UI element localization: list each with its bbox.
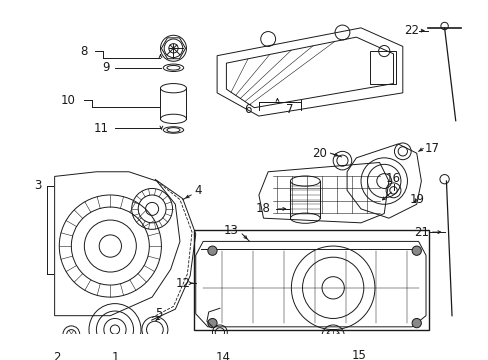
- Bar: [194, 230, 428, 330]
- Text: 19: 19: [408, 193, 424, 206]
- Text: 16: 16: [385, 172, 400, 185]
- Text: 10: 10: [61, 94, 76, 107]
- Circle shape: [411, 246, 421, 255]
- Text: 11: 11: [93, 122, 108, 135]
- Text: 9: 9: [102, 61, 109, 74]
- Text: 20: 20: [311, 147, 326, 160]
- Text: 13: 13: [223, 224, 238, 237]
- Text: 4: 4: [194, 184, 202, 197]
- Text: 14: 14: [216, 351, 231, 360]
- Text: 22: 22: [404, 24, 419, 37]
- Text: 3: 3: [34, 179, 41, 192]
- Text: 2: 2: [53, 351, 60, 360]
- Text: 17: 17: [424, 142, 439, 155]
- Text: 7: 7: [285, 103, 293, 116]
- Text: 18: 18: [256, 202, 270, 215]
- Text: 15: 15: [351, 349, 366, 360]
- Circle shape: [207, 319, 217, 328]
- Circle shape: [207, 246, 217, 255]
- Bar: [369, 51, 395, 84]
- Text: 1: 1: [111, 351, 119, 360]
- Text: 5: 5: [155, 307, 162, 320]
- Text: 21: 21: [413, 226, 428, 239]
- Text: 8: 8: [81, 45, 88, 58]
- Circle shape: [411, 319, 421, 328]
- Text: 6: 6: [244, 103, 251, 116]
- Text: 12: 12: [175, 277, 190, 290]
